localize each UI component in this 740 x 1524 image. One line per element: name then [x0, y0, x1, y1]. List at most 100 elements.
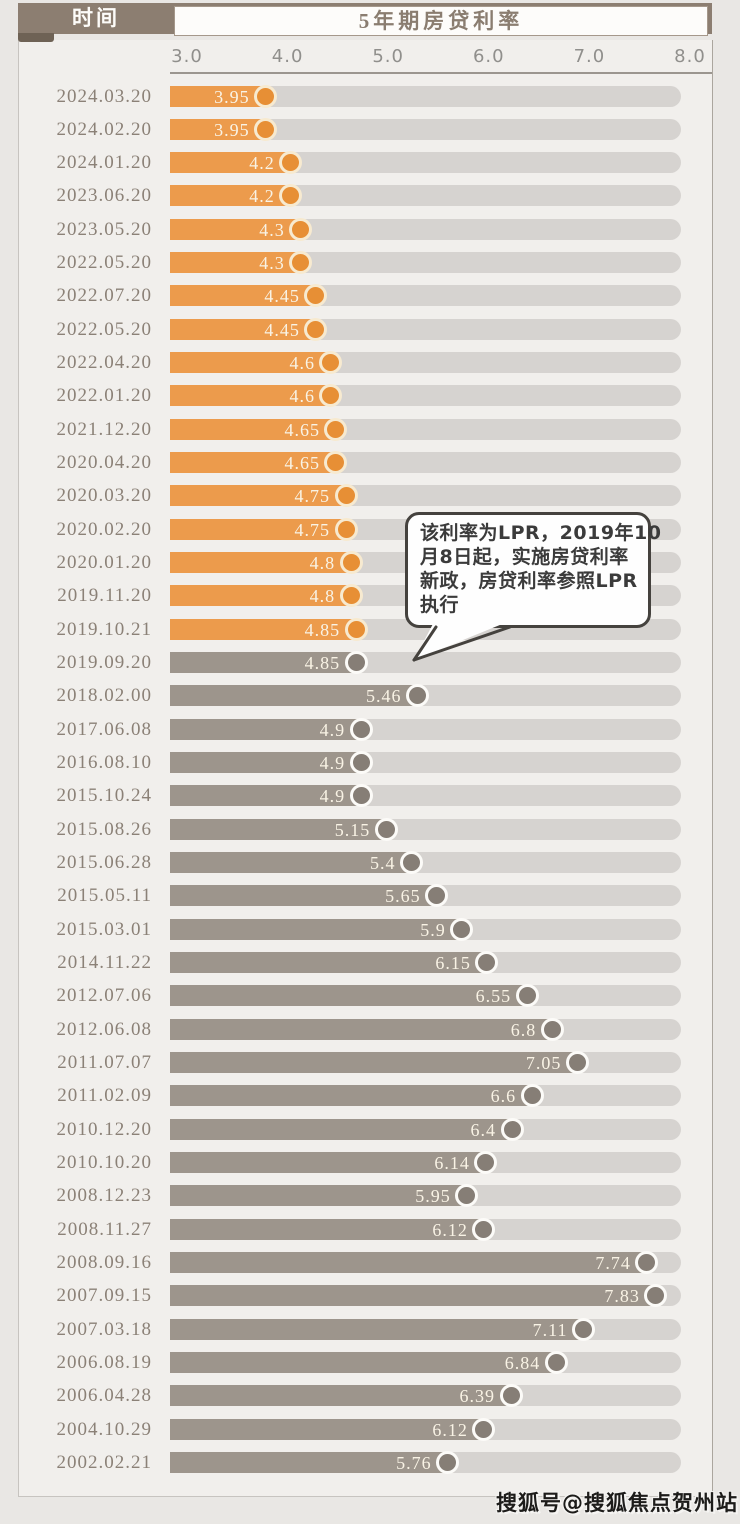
- row-date-label: 2015.05.11: [57, 885, 152, 907]
- row-date-label: 2014.11.22: [57, 952, 152, 974]
- bar-end-marker: [474, 1151, 498, 1175]
- bar-end-marker: [349, 751, 373, 775]
- benchmark-rate-bar: [170, 1152, 486, 1174]
- bar-value-label: 4.6: [289, 386, 315, 407]
- benchmark-rate-bar: [170, 1352, 557, 1374]
- bar-value-label: 7.11: [532, 1319, 568, 1340]
- benchmark-rate-bar: [170, 1118, 513, 1140]
- bar-value-label: 6.12: [432, 1219, 468, 1240]
- header-band-fold: [18, 33, 54, 42]
- bar-value-label: 4.9: [319, 719, 346, 740]
- row-date-label: 2008.11.27: [57, 1218, 152, 1240]
- row-date-label: 2024.01.20: [56, 152, 152, 174]
- bar-end-marker: [339, 551, 363, 575]
- row-date-label: 2022.04.20: [56, 352, 152, 374]
- bar-value-label: 4.45: [264, 319, 300, 340]
- bar-value-label: 5.9: [420, 919, 446, 940]
- bar-end-marker: [254, 117, 278, 141]
- row-date-label: 2011.07.07: [57, 1052, 152, 1074]
- benchmark-rate-bar: [170, 1285, 656, 1307]
- row-date-label: 2007.09.15: [56, 1285, 152, 1307]
- x-axis-line: [170, 72, 712, 74]
- lpr-rate-bar: [170, 218, 301, 240]
- bar-value-label: 4.2: [249, 153, 275, 174]
- benchmark-rate-bar: [170, 785, 362, 807]
- bar-value-label: 6.8: [510, 1019, 537, 1040]
- lpr-rate-bar: [170, 518, 347, 540]
- bar-end-marker: [571, 1317, 595, 1341]
- bar-value-label: 6.15: [435, 953, 471, 974]
- row-date-label: 2008.09.16: [56, 1252, 152, 1274]
- bar-value-label: 3.95: [214, 86, 250, 107]
- row-date-label: 2008.12.23: [56, 1185, 152, 1207]
- bar-end-marker: [279, 151, 303, 175]
- bar-end-marker: [500, 1117, 524, 1141]
- bar-value-label: 4.6: [289, 353, 315, 374]
- bar-value-label: 7.74: [595, 1253, 631, 1274]
- lpr-rate-bar: [170, 418, 336, 440]
- annotation-bubble-tail: [412, 620, 512, 662]
- lpr-rate-bar: [170, 385, 331, 407]
- bar-value-label: 5.76: [396, 1453, 432, 1474]
- bar-end-marker: [339, 584, 363, 608]
- lpr-rate-bar: [170, 85, 266, 107]
- bar-end-marker: [304, 284, 328, 308]
- row-date-label: 2010.12.20: [56, 1118, 152, 1140]
- bar-end-marker: [644, 1284, 668, 1308]
- bar-value-label: 4.8: [309, 553, 336, 574]
- bar-value-label: 4.65: [284, 419, 320, 440]
- bar-end-marker: [499, 1384, 523, 1408]
- row-date-label: 2010.10.20: [56, 1152, 152, 1174]
- row-date-label: 2015.06.28: [56, 852, 152, 874]
- row-date-label: 2006.04.28: [56, 1385, 152, 1407]
- benchmark-rate-bar: [170, 1252, 647, 1274]
- benchmark-rate-bar: [170, 1385, 512, 1407]
- annotation-text-line: 执行: [420, 594, 460, 616]
- benchmark-rate-bar: [170, 1318, 584, 1340]
- bar-end-marker: [515, 984, 539, 1008]
- bar-end-marker: [344, 617, 368, 641]
- bar-value-label: 5.65: [385, 886, 421, 907]
- bar-value-label: 6.14: [434, 1153, 470, 1174]
- bar-value-label: 4.3: [259, 253, 285, 274]
- benchmark-rate-bar: [170, 852, 412, 874]
- bar-track: [170, 85, 681, 107]
- sohu-watermark: 搜狐号@搜狐焦点贺州站: [496, 1491, 738, 1515]
- benchmark-rate-bar: [170, 1185, 467, 1207]
- row-date-label: 2019.09.20: [56, 652, 152, 674]
- benchmark-rate-bar: [170, 1018, 553, 1040]
- row-date-label: 2017.06.08: [56, 718, 152, 740]
- lpr-rate-bar: [170, 485, 347, 507]
- lpr-rate-bar: [170, 285, 316, 307]
- row-date-label: 2022.01.20: [56, 385, 152, 407]
- row-date-label: 2019.11.20: [57, 585, 152, 607]
- benchmark-rate-bar: [170, 1085, 533, 1107]
- row-date-label: 2011.02.09: [57, 1085, 152, 1107]
- bar-value-label: 4.65: [284, 453, 320, 474]
- row-date-label: 2020.02.20: [56, 518, 152, 540]
- bar-end-marker: [399, 851, 423, 875]
- lpr-rate-bar: [170, 118, 266, 140]
- benchmark-rate-bar: [170, 952, 487, 974]
- benchmark-rate-bar: [170, 885, 437, 907]
- bar-end-marker: [349, 784, 373, 808]
- benchmark-rate-bar: [170, 685, 418, 707]
- row-date-label: 2018.02.00: [56, 685, 152, 707]
- axis-tick-label: 4.0: [271, 46, 304, 67]
- time-column-header: 时间: [72, 6, 120, 30]
- lpr-rate-bar: [170, 318, 316, 340]
- bar-value-label: 5.4: [369, 853, 396, 874]
- benchmark-rate-bar: [170, 652, 357, 674]
- bar-end-marker: [450, 917, 474, 941]
- bar-value-label: 4.85: [304, 653, 341, 674]
- lpr-rate-bar: [170, 618, 357, 640]
- bar-end-marker: [279, 184, 303, 208]
- bar-end-marker: [565, 1051, 589, 1075]
- row-date-label: 2024.03.20: [56, 85, 152, 107]
- bar-value-label: 4.9: [319, 753, 346, 774]
- benchmark-rate-bar: [170, 985, 528, 1007]
- lpr-rate-bar: [170, 585, 352, 607]
- bar-value-label: 5.46: [365, 686, 402, 707]
- row-date-label: 2024.02.20: [56, 118, 152, 140]
